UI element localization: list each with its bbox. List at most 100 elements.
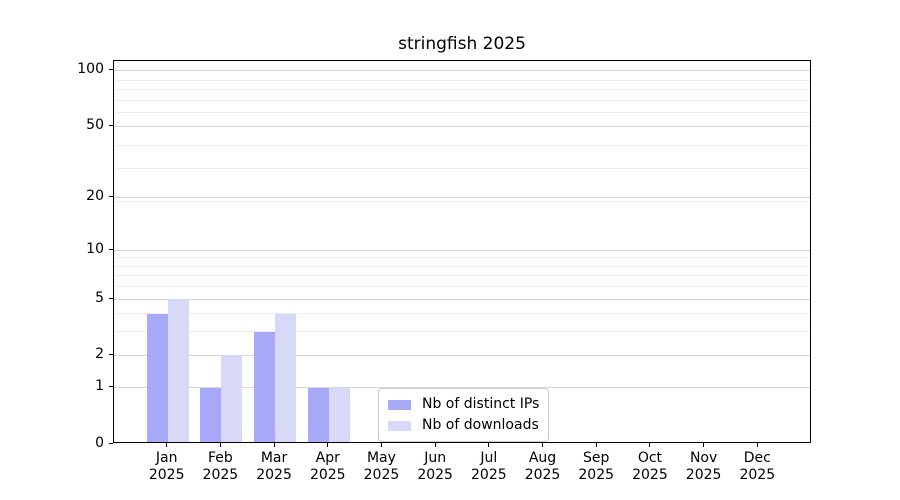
gridline-minor (114, 99, 810, 101)
x-tick-mark (166, 443, 168, 447)
x-tick-month: Nov (689, 450, 718, 466)
gridline-major (114, 387, 810, 389)
y-tick-label: 20 (86, 188, 104, 205)
bar-downloads-apr (328, 387, 350, 442)
gridline-minor (114, 168, 810, 170)
bar-distinct-ips-feb (200, 387, 222, 442)
y-tick-label: 10 (86, 240, 104, 257)
x-tick-month: Apr (315, 450, 340, 466)
gridline-minor (114, 313, 810, 315)
plot-area (113, 60, 811, 443)
y-tick-mark (109, 442, 113, 444)
chart-title: stringfish 2025 (398, 34, 526, 54)
y-tick-mark (109, 69, 113, 71)
gridline-major (114, 70, 810, 72)
gridline-major (114, 249, 810, 251)
x-tick-mark (219, 443, 221, 447)
x-tick-year: 2025 (739, 467, 776, 483)
x-tick-year: 2025 (471, 467, 507, 483)
gridline-major (114, 298, 810, 300)
gridline-minor (114, 112, 810, 114)
x-tick-label: Sep 2025 (556, 450, 636, 484)
y-tick-label: 0 (95, 434, 104, 451)
x-tick-label: Mar 2025 (234, 450, 314, 484)
bar-distinct-ips-mar (254, 331, 276, 442)
x-tick-month: Oct (637, 450, 663, 466)
x-tick-label: Oct 2025 (610, 450, 690, 484)
x-tick-mark (542, 443, 544, 447)
x-tick-label: Feb 2025 (180, 450, 260, 484)
gridline-minor (114, 265, 810, 267)
x-tick-label: Jun 2025 (395, 450, 475, 484)
x-tick-mark (595, 443, 597, 447)
x-tick-month: Jun (424, 450, 447, 466)
y-tick-label: 5 (95, 289, 104, 306)
x-tick-label: Dec 2025 (717, 450, 797, 484)
x-tick-month: Mar (260, 450, 288, 466)
x-tick-label: Jan 2025 (127, 450, 207, 484)
legend-swatch-distinct-ips (388, 399, 411, 410)
y-tick-label: 2 (95, 345, 104, 362)
legend-label-downloads: Nb of downloads (422, 417, 539, 433)
x-tick-label: May 2025 (341, 450, 421, 484)
x-tick-month: Jan (155, 450, 178, 466)
x-tick-label: Nov 2025 (664, 450, 744, 484)
x-tick-year: 2025 (578, 467, 615, 483)
x-tick-year: 2025 (417, 467, 453, 483)
bar-distinct-ips-jan (146, 313, 168, 442)
x-tick-year: 2025 (256, 467, 292, 483)
bar-downloads-jan (167, 299, 189, 442)
legend-item-downloads: Nb of downloads (388, 417, 539, 434)
x-tick-mark (273, 443, 275, 447)
bar-downloads-feb (221, 355, 243, 442)
x-tick-year: 2025 (202, 467, 239, 483)
x-tick-mark (434, 443, 436, 447)
x-tick-year: 2025 (685, 467, 722, 483)
x-tick-label: Aug 2025 (503, 450, 583, 484)
y-tick-mark (109, 297, 113, 299)
x-tick-year: 2025 (309, 467, 346, 483)
gridline-minor (114, 89, 810, 91)
x-tick-year: 2025 (524, 467, 561, 483)
legend-swatch-downloads (388, 420, 411, 431)
x-tick-year: 2025 (632, 467, 668, 483)
gridline-major (114, 197, 810, 199)
x-tick-mark (649, 443, 651, 447)
gridline-minor (114, 331, 810, 333)
y-tick-label: 100 (77, 61, 104, 78)
y-tick-mark (109, 386, 113, 388)
x-tick-mark (756, 443, 758, 447)
x-tick-label: Apr 2025 (288, 450, 368, 484)
gridline-major (114, 125, 810, 127)
x-tick-mark (488, 443, 490, 447)
legend: Nb of distinct IPs Nb of downloads (378, 388, 550, 442)
x-tick-month: May (366, 450, 396, 466)
gridline-major (114, 354, 810, 356)
x-tick-month: Aug (528, 450, 557, 466)
x-tick-year: 2025 (363, 467, 400, 483)
x-tick-mark (327, 443, 329, 447)
x-tick-month: Feb (207, 450, 233, 466)
gridline-minor (114, 145, 810, 147)
x-tick-month: Sep (583, 450, 610, 466)
y-tick-label: 50 (86, 116, 104, 133)
y-tick-mark (109, 353, 113, 355)
y-tick-mark (109, 248, 113, 250)
y-tick-mark (109, 196, 113, 198)
y-tick-mark (109, 124, 113, 126)
x-tick-mark (703, 443, 705, 447)
gridline-minor (114, 257, 810, 259)
gridline-minor (114, 286, 810, 288)
x-tick-month: Jul (480, 450, 498, 466)
y-tick-label: 1 (95, 378, 104, 395)
gridline-minor (114, 79, 810, 81)
x-tick-month: Dec (743, 450, 771, 466)
legend-label-distinct-ips: Nb of distinct IPs (422, 396, 540, 412)
bar-downloads-mar (275, 313, 297, 442)
gridline-minor (114, 201, 810, 203)
x-tick-year: 2025 (148, 467, 185, 483)
x-tick-label: Jul 2025 (449, 450, 529, 484)
bar-distinct-ips-apr (307, 387, 329, 442)
gridline-minor (114, 275, 810, 277)
